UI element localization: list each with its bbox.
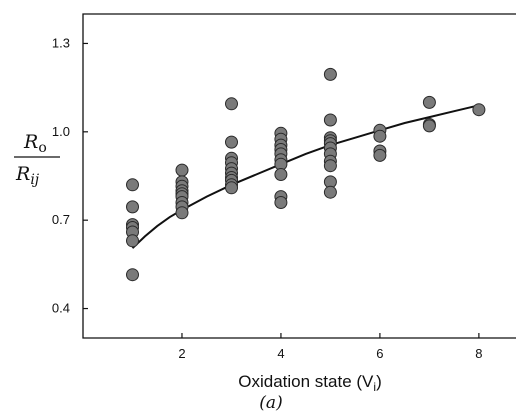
y-axis-label: Ro Rij <box>14 131 60 188</box>
axis-frame <box>82 13 516 339</box>
data-points <box>126 67 486 282</box>
data-point <box>175 163 189 177</box>
data-point <box>472 103 486 117</box>
data-point <box>323 159 337 173</box>
data-point <box>422 119 436 133</box>
data-point <box>323 185 337 199</box>
panel-label: (a) <box>259 393 282 413</box>
data-point <box>373 129 387 143</box>
data-point <box>422 95 436 109</box>
data-point <box>126 234 139 248</box>
y-tick-label: 0.4 <box>52 301 70 316</box>
data-point <box>175 206 189 220</box>
x-axis-label: Oxidation state (Vi) <box>238 372 381 394</box>
y-tick-label: 1.3 <box>52 35 70 50</box>
x-tick-label: 4 <box>277 346 284 361</box>
y-label-denominator: Rij <box>15 163 40 188</box>
data-point <box>323 113 337 127</box>
data-point <box>126 178 139 192</box>
data-point <box>225 97 238 111</box>
y-label-numerator: Ro <box>23 131 47 156</box>
axis-ticks: 2 4 6 8 0.4 0.7 1.0 1.3 <box>52 35 483 361</box>
data-point <box>373 148 387 162</box>
plot-frame <box>82 13 516 339</box>
y-tick-label: 0.7 <box>52 212 70 227</box>
x-tick-label: 8 <box>475 346 482 361</box>
data-point <box>274 168 288 181</box>
data-point <box>274 196 288 209</box>
x-tick-label: 2 <box>178 346 185 361</box>
data-point <box>323 67 337 81</box>
x-tick-label: 6 <box>376 346 383 361</box>
data-point <box>126 200 139 214</box>
data-point <box>225 135 238 149</box>
data-point <box>126 268 139 282</box>
y-tick-label: 1.0 <box>52 124 70 139</box>
data-point <box>225 181 238 195</box>
